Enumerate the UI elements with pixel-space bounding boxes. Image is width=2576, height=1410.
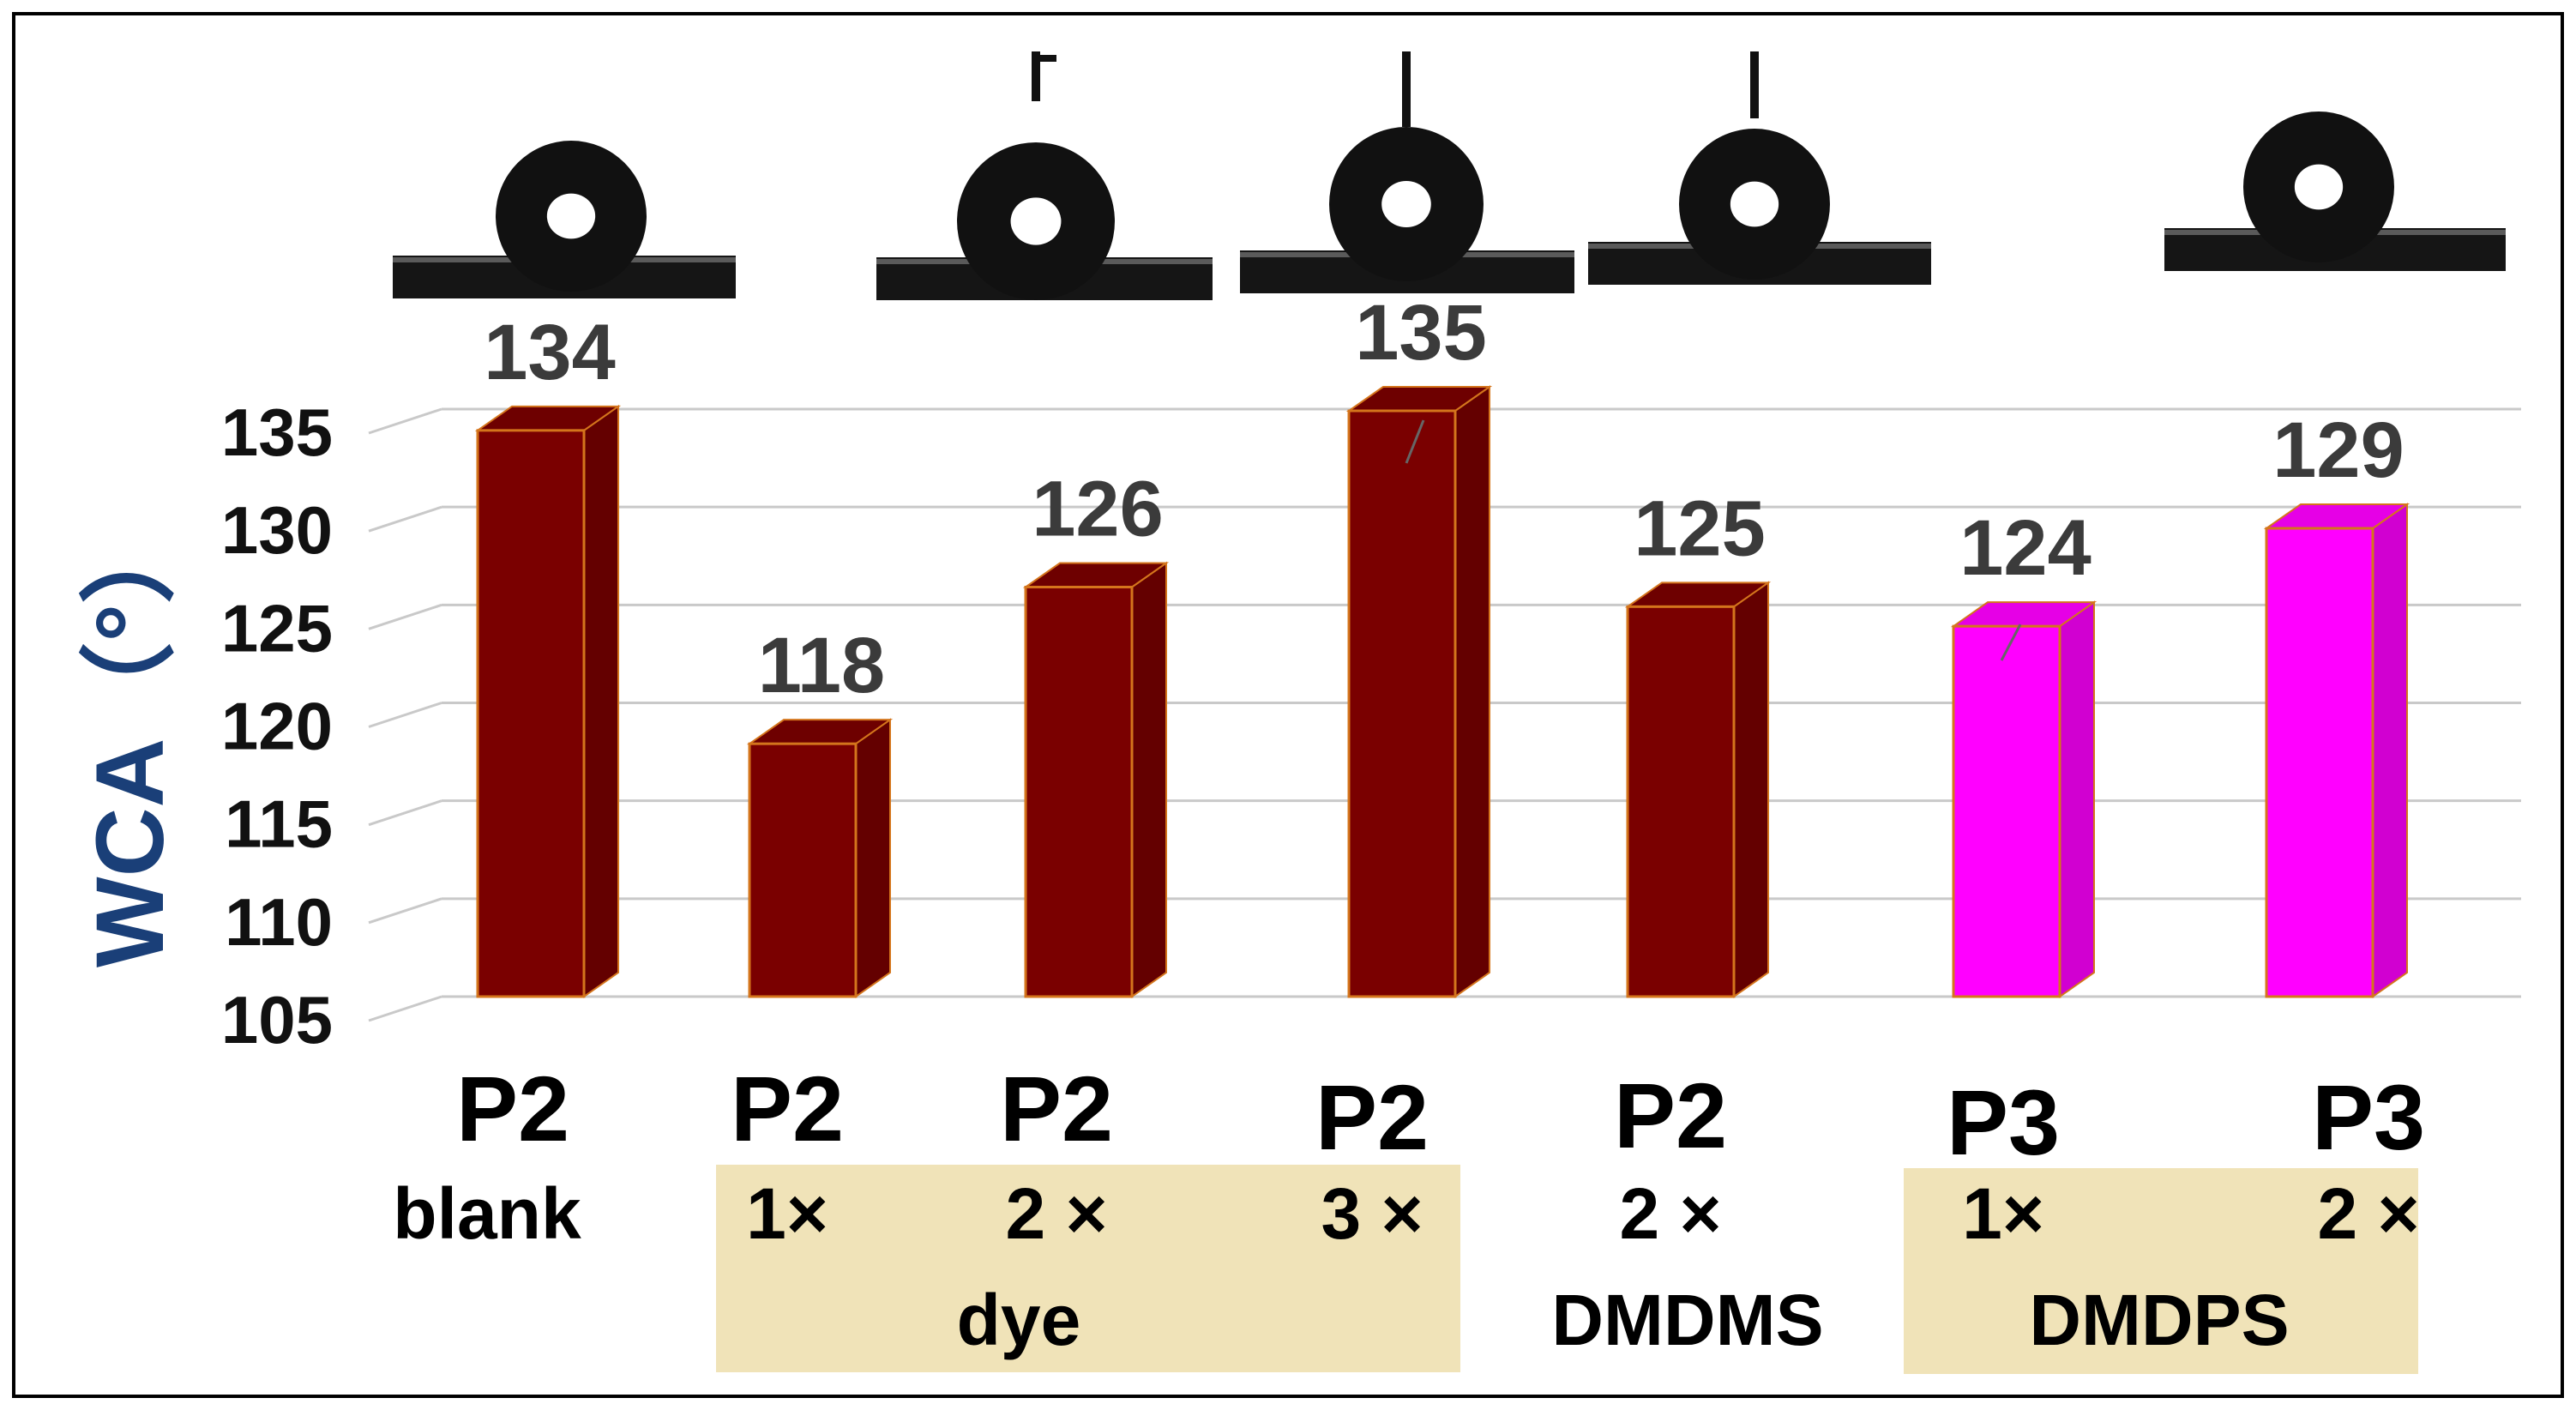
category-main-label: P2 [1000,1057,1113,1160]
bar-2 [746,718,894,998]
y-tick-label: 110 [225,884,333,960]
bar-front [748,742,858,998]
droplet-image-2 [876,51,1213,300]
y-tick-label: 120 [221,689,333,764]
wall-gridline [368,603,442,630]
bar-side [1454,385,1490,998]
bar-1 [474,404,622,998]
needle [1750,51,1759,118]
category-sub-label: 2 × [1619,1173,1721,1254]
wall-gridline [368,505,442,533]
bar-side [855,718,891,998]
category-main-label: P2 [1315,1065,1429,1169]
bar-side [1131,561,1167,998]
bar-5 [1624,581,1772,998]
category-main-label: P3 [1947,1070,2060,1174]
y-tick-label: 135 [221,395,333,470]
category-sub-label: 1× [1962,1173,2044,1254]
bar-front [476,429,586,998]
bar-side [1733,581,1769,998]
data-label: 135 [1355,289,1487,377]
droplet-highlight [1381,181,1431,227]
group-labels: dye DMDMS DMDPS [957,1280,2290,1360]
category-sub-label: 1× [746,1173,828,1254]
bar-4 [1345,385,1493,998]
needle [1402,51,1411,127]
y-axis-ticks: 105 110 115 120 125 130 135 [221,395,333,1058]
wall-gridline [368,407,442,435]
wall-gridline [368,995,442,1022]
y-tick-label: 105 [221,982,333,1058]
bar-front [2265,527,2374,998]
category-sub-label: 3 × [1321,1173,1423,1254]
category-sub-label: 2 × [2317,1173,2419,1254]
needle-tip [1034,55,1056,62]
droplet-highlight [1730,181,1779,227]
droplet-image-3 [1240,51,1574,293]
droplet-highlight [2294,164,2344,210]
bar-side [583,404,619,998]
data-label: 125 [1634,485,1766,572]
bar-side [2372,503,2408,998]
bar-front [1024,586,1134,998]
category-main-label: P2 [731,1057,844,1160]
droplet-images [393,51,2506,300]
group-label: dye [957,1280,1081,1360]
data-label: 124 [1959,504,2091,592]
category-main-label: P2 [456,1057,569,1160]
data-label: 118 [758,622,885,709]
bar-7 [2263,503,2410,998]
bars [474,385,2410,998]
group-label: DMDPS [2029,1280,2289,1360]
group-label: DMDMS [1551,1280,1823,1360]
droplet-image-4 [1588,51,1931,285]
group-box-dmdps [1904,1168,2418,1374]
group-box-dye [716,1165,1460,1372]
bar-side [2059,600,2095,998]
y-tick-label: 125 [221,590,333,666]
bar-6 [1950,600,2098,998]
data-labels: 134 118 126 135 125 124 129 [484,289,2404,709]
bar-front [1952,624,2061,998]
category-main-label: P3 [2312,1065,2425,1169]
y-tick-label: 115 [225,786,333,862]
category-sub-label: 2 × [1005,1173,1107,1254]
data-label: 134 [484,309,616,396]
bar-front [1347,409,1457,998]
data-label: 129 [2272,407,2404,494]
droplet-highlight [546,193,596,239]
category-main-label: P2 [1614,1064,1727,1167]
wall-gridline [368,799,442,827]
group-backgrounds [716,1165,2418,1374]
y-tick-label: 130 [221,492,333,568]
wall-gridline [368,702,442,728]
needle [1032,51,1040,101]
y-axis-label: WCA（°） [76,508,184,967]
droplet-image-5 [2164,111,2506,271]
category-sub-label: blank [393,1173,581,1254]
wall-gridline [368,897,442,925]
bar-front [1626,605,1736,998]
data-label: 126 [1032,466,1164,553]
droplet-image-1 [393,141,736,298]
droplet-highlight [1010,197,1062,245]
bar-3 [1022,561,1170,998]
leader-line [2000,624,2022,661]
leader-line [1405,419,1425,464]
